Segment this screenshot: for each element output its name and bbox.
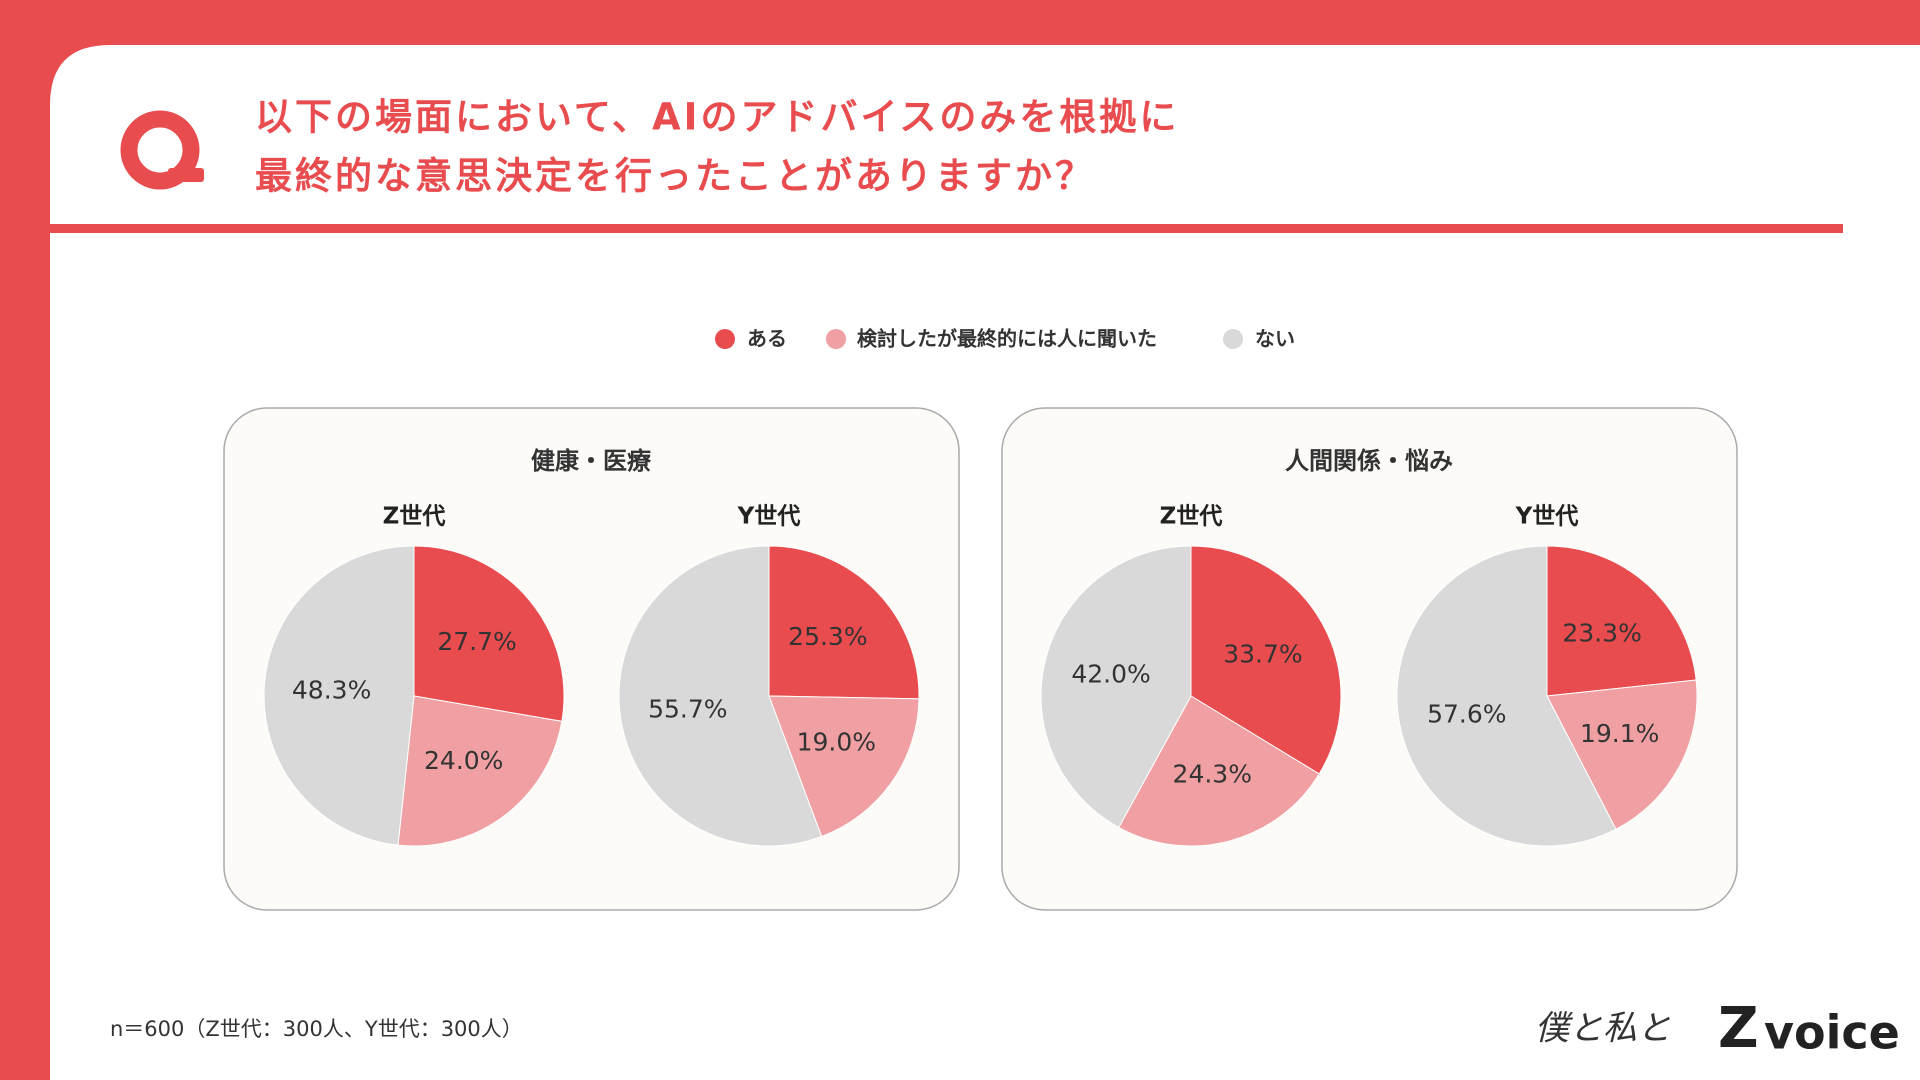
q-mark <box>120 110 204 190</box>
legend-label: ない <box>1255 327 1295 351</box>
footnote: n＝600（Z世代：300人、Y世代：300人） <box>110 1017 523 1041</box>
logo-mark: Z <box>1718 996 1759 1061</box>
legend-label: 検討したが最終的には人に聞いた <box>857 327 1157 351</box>
pie-slice <box>1190 545 1342 775</box>
pie-slice <box>413 545 565 722</box>
value-label: 23.3% <box>1562 619 1641 648</box>
pie-slice <box>768 695 920 838</box>
panel-title: 健康・医療 <box>531 447 652 475</box>
pie-title: Z世代 <box>383 504 446 530</box>
pie-slice <box>263 545 415 846</box>
legend-swatch <box>1223 329 1243 349</box>
value-label: 19.1% <box>1580 719 1659 748</box>
legend-swatch <box>715 329 735 349</box>
pie-slice <box>1546 545 1697 697</box>
value-label: 24.0% <box>424 746 503 775</box>
legend-label: ある <box>747 327 787 351</box>
pie-slice <box>1040 545 1192 829</box>
logo-script: 僕と私と <box>1535 1009 1671 1049</box>
q-tail <box>168 168 204 182</box>
logo-brand: voice <box>1764 1006 1900 1060</box>
pie-slice <box>397 695 563 847</box>
pie-slice <box>1396 545 1617 847</box>
pie-slice <box>1118 695 1320 847</box>
value-label: 25.3% <box>788 622 867 651</box>
pie-slice <box>768 545 920 700</box>
value-label: 27.7% <box>437 627 516 656</box>
legend-swatch <box>826 329 846 349</box>
value-label: 48.3% <box>292 676 371 705</box>
title-rule <box>50 224 1843 233</box>
pie-slice <box>618 545 823 847</box>
value-label: 33.7% <box>1223 640 1302 669</box>
value-label: 42.0% <box>1071 659 1150 688</box>
pie-title: Y世代 <box>737 504 801 530</box>
value-label: 19.0% <box>797 728 876 757</box>
value-label: 57.6% <box>1427 700 1506 729</box>
panel-title: 人間関係・悩み <box>1285 447 1453 475</box>
pie-title: Z世代 <box>1160 504 1223 530</box>
title-line: 以下の場面において、AIのアドバイスのみを根拠に <box>255 96 1179 139</box>
value-label: 55.7% <box>648 695 727 724</box>
pie-slice <box>1546 679 1698 830</box>
title-line: 最終的な意思決定を行ったことがありますか？ <box>255 155 1095 198</box>
q-ring <box>120 110 200 190</box>
pie-title: Y世代 <box>1515 504 1579 530</box>
value-label: 24.3% <box>1173 760 1252 789</box>
